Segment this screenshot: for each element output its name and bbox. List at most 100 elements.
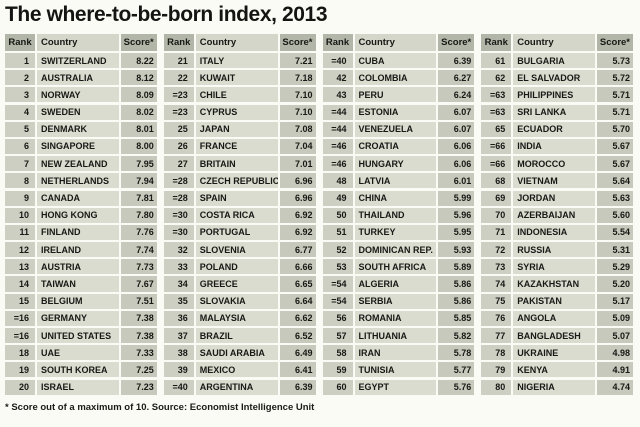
table-row: 2 AUSTRALIA 8.12: [5, 70, 157, 86]
score-cell: 7.38: [120, 328, 157, 344]
rank-cell: 75: [481, 293, 512, 309]
country-cell: MOROCCO: [513, 156, 595, 172]
rank-cell: =46: [322, 138, 353, 155]
country-cell: SLOVENIA: [195, 242, 278, 258]
score-cell: 7.01: [279, 156, 316, 172]
score-cell: 6.65: [279, 276, 316, 292]
country-cell: VENEZUELA: [354, 121, 437, 137]
score-cell: 8.02: [120, 104, 157, 120]
country-cell: NEW ZEALAND: [37, 156, 119, 172]
rank-cell: 71: [481, 224, 512, 240]
country-cell: BELGIUM: [37, 293, 119, 309]
rank-cell: 60: [322, 379, 353, 395]
score-cell: 6.92: [279, 224, 316, 240]
rank-cell: =44: [322, 104, 353, 120]
table-row: =54 SERBIA 5.86: [322, 293, 475, 309]
rank-cell: 21: [163, 53, 194, 69]
rank-cell: 6: [5, 138, 35, 155]
country-cell: IRAN: [354, 345, 437, 361]
score-cell: 5.85: [438, 310, 475, 326]
table-body: 21 ITALY 7.21 22 KUWAIT 7.18 =23 CHILE 7.10 =23 CY…: [163, 53, 316, 395]
score-cell: 5.29: [597, 259, 633, 275]
country-cell: SRI LANKA: [513, 104, 595, 120]
rank-cell: 57: [322, 328, 353, 344]
score-column-header: Score*: [120, 34, 157, 51]
rank-cell: =30: [163, 207, 194, 223]
rank-cell: =40: [163, 379, 194, 395]
rank-cell: 69: [481, 190, 512, 206]
score-column-header: Score*: [597, 34, 633, 51]
score-cell: 6.96: [279, 173, 316, 189]
rank-cell: 1: [5, 53, 35, 69]
rank-cell: 4: [5, 104, 35, 120]
country-cell: SINGAPORE: [37, 138, 119, 155]
rank-cell: 50: [322, 207, 353, 223]
table-row: 71 INDONESIA 5.54: [481, 224, 633, 240]
score-cell: 5.89: [438, 259, 475, 275]
rank-cell: 19: [5, 362, 35, 378]
country-cell: SAUDI ARABIA: [195, 345, 278, 361]
score-cell: 5.31: [597, 242, 633, 258]
country-cell: ISRAEL: [37, 379, 119, 395]
score-cell: 6.07: [438, 104, 475, 120]
score-cell: 4.98: [597, 345, 633, 361]
table-row: 32 SLOVENIA 6.77: [163, 242, 316, 258]
country-cell: INDONESIA: [513, 224, 595, 240]
score-cell: 6.52: [279, 328, 316, 344]
table-row: =28 SPAIN 6.96: [163, 190, 316, 206]
country-cell: ALGERIA: [354, 276, 437, 292]
score-cell: 5.93: [438, 242, 475, 258]
table-row: 20 ISRAEL 7.23: [5, 379, 157, 395]
table-row: 75 PAKISTAN 5.17: [481, 293, 633, 309]
country-cell: SYRIA: [513, 259, 595, 275]
table-row: 53 SOUTH AFRICA 5.89: [322, 259, 475, 275]
table-row: =16 UNITED STATES 7.38: [5, 328, 157, 344]
score-cell: 5.86: [438, 293, 475, 309]
rank-cell: 7: [5, 156, 35, 172]
table-body: 61 BULGARIA 5.73 62 EL SALVADOR 5.72 =63 PHILIP…: [481, 53, 633, 395]
rank-table-4: Rank Country Score* 61 BULGARIA 5.73 62 EL S…: [481, 34, 633, 397]
country-column-header: Country: [37, 34, 119, 51]
rank-cell: 35: [163, 293, 194, 309]
country-cell: JORDAN: [513, 190, 595, 206]
rank-cell: 3: [5, 87, 35, 103]
score-cell: 6.64: [279, 293, 316, 309]
rank-cell: 76: [481, 310, 512, 326]
table-row: 25 JAPAN 7.08: [163, 121, 316, 137]
country-cell: SWEDEN: [37, 104, 119, 120]
rank-cell: 26: [163, 138, 194, 155]
table-row: =16 GERMANY 7.38: [5, 310, 157, 326]
score-cell: 5.73: [597, 53, 633, 69]
score-cell: 5.20: [597, 276, 633, 292]
country-cell: VIETNAM: [513, 173, 595, 189]
rank-cell: 52: [322, 242, 353, 258]
country-cell: THAILAND: [354, 207, 437, 223]
country-cell: SOUTH KOREA: [37, 362, 119, 378]
score-cell: 7.67: [120, 276, 157, 292]
country-cell: PORTUGAL: [195, 224, 278, 240]
country-cell: UAE: [37, 345, 119, 361]
table-row: =46 CROATIA 6.06: [322, 138, 475, 155]
table-row: 7 NEW ZEALAND 7.95: [5, 156, 157, 172]
table-row: 22 KUWAIT 7.18: [163, 70, 316, 86]
table-row: 74 KAZAKHSTAN 5.20: [481, 276, 633, 292]
score-cell: 6.39: [279, 379, 316, 395]
table-row: 8 NETHERLANDS 7.94: [5, 173, 157, 189]
table-row: 59 TUNISIA 5.77: [322, 362, 475, 378]
table-row: 21 ITALY 7.21: [163, 53, 316, 69]
table-row: 27 BRITAIN 7.01: [163, 156, 316, 172]
rank-column-header: Rank: [481, 34, 512, 51]
score-cell: 7.10: [279, 87, 316, 103]
country-cell: JAPAN: [195, 121, 278, 137]
country-cell: IRELAND: [37, 242, 119, 258]
country-cell: SLOVAKIA: [195, 293, 278, 309]
country-cell: KUWAIT: [195, 70, 278, 86]
score-cell: 8.09: [120, 87, 157, 103]
rank-cell: =23: [163, 87, 194, 103]
table-row: 69 JORDAN 5.63: [481, 190, 633, 206]
score-cell: 7.76: [120, 224, 157, 240]
rank-cell: 22: [163, 70, 194, 86]
score-cell: 6.39: [438, 53, 475, 69]
country-cell: ECUADOR: [513, 121, 595, 137]
rank-cell: 11: [5, 224, 35, 240]
